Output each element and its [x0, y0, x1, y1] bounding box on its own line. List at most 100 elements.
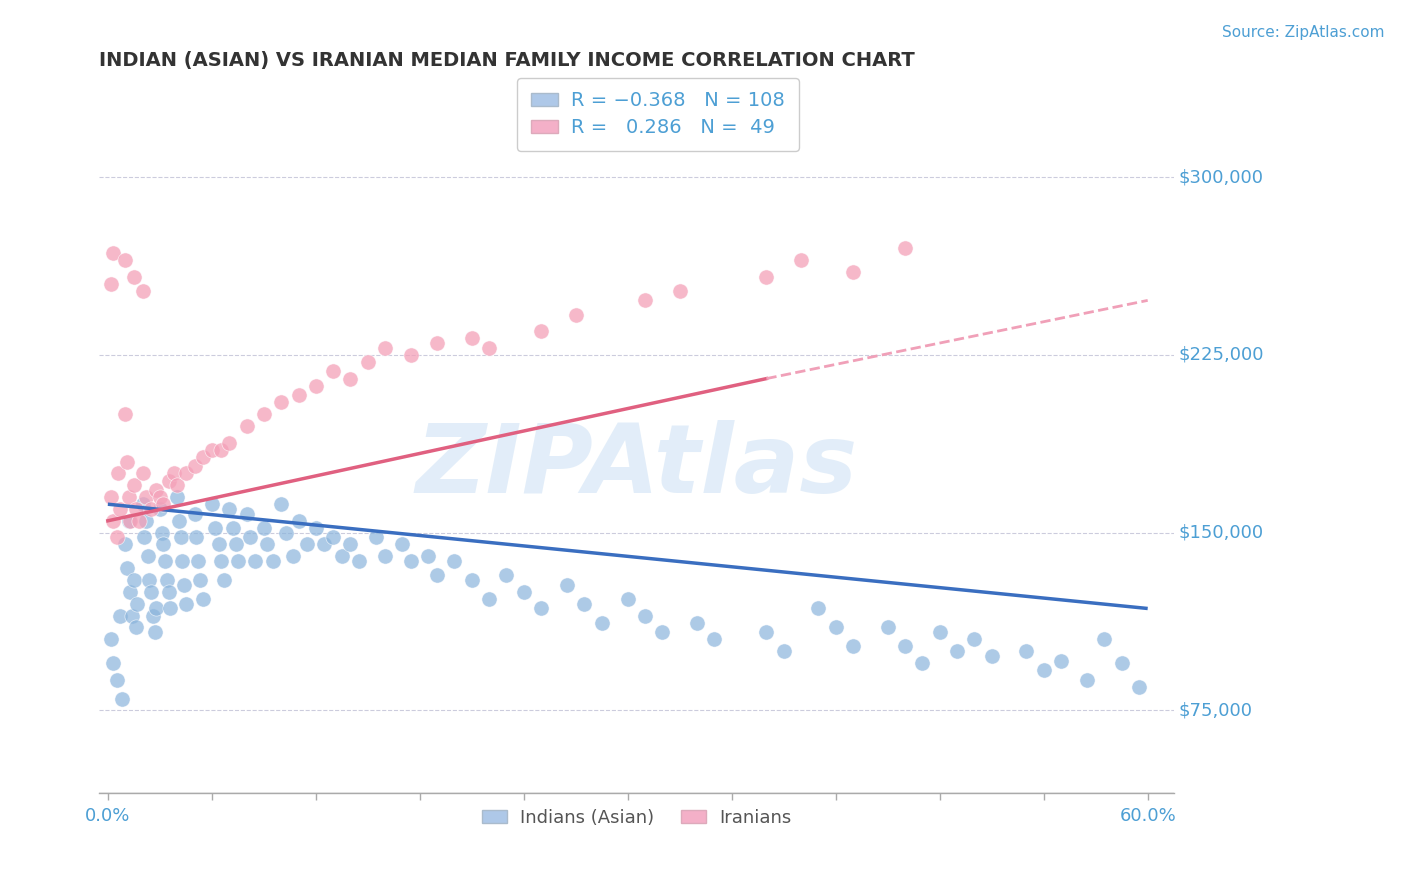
Point — [111, 691, 134, 706]
Point — [443, 554, 465, 568]
Point — [114, 253, 136, 268]
Point — [374, 549, 396, 564]
Point — [790, 253, 813, 268]
Point — [135, 490, 157, 504]
Point — [121, 608, 143, 623]
Point — [135, 514, 157, 528]
Point — [755, 269, 778, 284]
Point — [131, 497, 153, 511]
Point — [314, 537, 336, 551]
Point — [1092, 632, 1115, 647]
Point — [357, 355, 380, 369]
Point — [153, 554, 176, 568]
Text: INDIAN (ASIAN) VS IRANIAN MEDIAN FAMILY INCOME CORRELATION CHART: INDIAN (ASIAN) VS IRANIAN MEDIAN FAMILY … — [100, 51, 915, 70]
Point — [339, 537, 361, 551]
Point — [651, 625, 673, 640]
Point — [173, 578, 195, 592]
Point — [461, 331, 484, 345]
Point — [287, 388, 309, 402]
Point — [163, 467, 186, 481]
Point — [330, 549, 353, 564]
Point — [169, 530, 191, 544]
Point — [204, 521, 226, 535]
Point — [235, 419, 257, 434]
Point — [703, 632, 725, 647]
Point — [876, 620, 898, 634]
Point — [1050, 654, 1073, 668]
Point — [894, 241, 917, 255]
Point — [1032, 663, 1054, 677]
Point — [686, 615, 709, 630]
Text: $300,000: $300,000 — [1178, 169, 1264, 186]
Point — [1076, 673, 1098, 687]
Point — [270, 497, 292, 511]
Point — [150, 525, 173, 540]
Point — [980, 648, 1002, 663]
Point — [145, 483, 167, 497]
Point — [322, 530, 344, 544]
Point — [134, 530, 156, 544]
Point — [101, 246, 124, 260]
Point — [366, 530, 388, 544]
Text: $225,000: $225,000 — [1178, 346, 1264, 364]
Point — [1015, 644, 1038, 658]
Point — [141, 502, 163, 516]
Point — [149, 502, 172, 516]
Point — [634, 608, 657, 623]
Point — [122, 573, 145, 587]
Point — [183, 459, 205, 474]
Point — [100, 632, 122, 647]
Point — [124, 502, 146, 516]
Point — [478, 341, 501, 355]
Point — [108, 502, 131, 516]
Point — [138, 573, 160, 587]
Point — [347, 554, 370, 568]
Point — [807, 601, 830, 615]
Point — [399, 348, 422, 362]
Point — [143, 625, 166, 640]
Point — [225, 537, 247, 551]
Legend: Indians (Asian), Iranians: Indians (Asian), Iranians — [475, 802, 799, 834]
Point — [193, 592, 215, 607]
Point — [187, 554, 209, 568]
Point — [270, 395, 292, 409]
Point — [426, 568, 449, 582]
Point — [131, 467, 153, 481]
Point — [842, 640, 865, 654]
Point — [209, 442, 232, 457]
Point — [565, 308, 588, 322]
Point — [253, 407, 276, 421]
Text: Source: ZipAtlas.com: Source: ZipAtlas.com — [1222, 25, 1385, 40]
Point — [156, 573, 179, 587]
Point — [201, 497, 224, 511]
Point — [616, 592, 638, 607]
Point — [928, 625, 950, 640]
Point — [218, 502, 240, 516]
Point — [221, 521, 243, 535]
Point — [530, 324, 553, 338]
Point — [120, 585, 142, 599]
Point — [108, 608, 131, 623]
Point — [243, 554, 266, 568]
Point — [426, 336, 449, 351]
Point — [101, 656, 124, 670]
Point — [591, 615, 613, 630]
Point — [136, 549, 159, 564]
Point — [1128, 680, 1150, 694]
Point — [322, 364, 344, 378]
Point — [145, 601, 167, 615]
Point — [183, 507, 205, 521]
Point — [461, 573, 484, 587]
Point — [152, 497, 174, 511]
Point — [209, 554, 232, 568]
Point — [159, 601, 181, 615]
Point — [127, 597, 149, 611]
Point — [911, 656, 934, 670]
Point — [513, 585, 536, 599]
Point — [118, 490, 141, 504]
Point — [235, 507, 257, 521]
Point — [105, 673, 128, 687]
Point — [574, 597, 596, 611]
Point — [399, 554, 422, 568]
Text: $150,000: $150,000 — [1178, 524, 1264, 541]
